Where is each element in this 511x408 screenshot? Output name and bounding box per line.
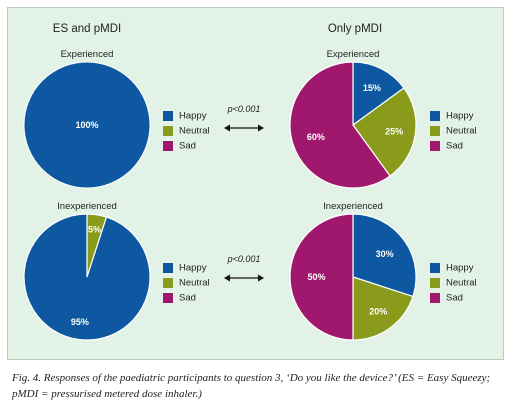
- pie-slice-happy: [23, 61, 151, 189]
- pie-1-es-and-pmdi-experienced: Experienced 100%: [23, 49, 151, 189]
- arrowhead-right-icon: [258, 124, 264, 132]
- legend-swatch-happy: [163, 263, 173, 273]
- legend-label-happy: Happy: [179, 111, 207, 122]
- legend-label-happy: Happy: [446, 263, 474, 274]
- slice-value-label: 50%: [307, 272, 325, 282]
- pie-title: Inexperienced: [57, 201, 117, 212]
- legend-label-sad: Sad: [446, 141, 463, 152]
- legend-label-neutral: Neutral: [179, 278, 210, 289]
- pie-slice-neutral: [352, 87, 417, 177]
- right-panel-title: Only pMDI: [328, 23, 382, 35]
- legend-swatch-neutral: [163, 278, 173, 288]
- legend-swatch-neutral: [430, 126, 440, 136]
- pie-4-only-pmdi-inexperienced: Inexperienced 30% 20% 50%: [289, 201, 417, 341]
- slice-value-label: 95%: [71, 317, 89, 327]
- legend-swatch-sad: [163, 293, 173, 303]
- legend-label-happy: Happy: [446, 111, 474, 122]
- legend-label-sad: Sad: [179, 141, 196, 152]
- legend-label-happy: Happy: [179, 263, 207, 274]
- legends-layer: Happy Neutral Sad Happy Neutral Sad Happy Neutr…: [163, 111, 477, 304]
- slice-value-label: 15%: [363, 83, 381, 93]
- pie-slice-sad: [289, 61, 391, 189]
- pie-slice-happy: [352, 213, 417, 298]
- pie-slice-happy: [23, 213, 151, 341]
- pie-3-es-and-pmdi-inexperienced: Inexperienced 5% 95%: [23, 201, 151, 341]
- slice-value-label: 5%: [88, 225, 101, 235]
- figure-caption: Fig. 4. Responses of the paediatric part…: [12, 372, 491, 400]
- legend-swatch-neutral: [163, 126, 173, 136]
- legend-label-neutral: Neutral: [446, 126, 477, 137]
- legend-2: Happy Neutral Sad: [430, 111, 477, 152]
- slice-value-label: 100%: [75, 120, 98, 130]
- slice-value-label: 25%: [385, 127, 403, 137]
- pie-2-only-pmdi-experienced: Experienced 15% 25% 60%: [289, 49, 417, 189]
- legend-swatch-happy: [430, 111, 440, 121]
- slice-value-label: 30%: [376, 249, 394, 259]
- comparison-1: p<0.001: [224, 104, 264, 132]
- legend-3: Happy Neutral Sad: [163, 263, 210, 304]
- legend-label-sad: Sad: [446, 293, 463, 304]
- legend-swatch-sad: [430, 293, 440, 303]
- legend-label-sad: Sad: [179, 293, 196, 304]
- pie-title: Experienced: [61, 49, 114, 60]
- legend-swatch-neutral: [430, 278, 440, 288]
- legend-swatch-happy: [163, 111, 173, 121]
- legend-1: Happy Neutral Sad: [163, 111, 210, 152]
- pie-slice-sad: [289, 213, 354, 341]
- slice-value-label: 20%: [369, 307, 387, 317]
- legend-4: Happy Neutral Sad: [430, 263, 477, 304]
- comparison-2: p<0.001: [224, 254, 264, 282]
- arrowhead-left-icon: [224, 274, 230, 282]
- p-value-label: p<0.001: [227, 104, 261, 114]
- legend-swatch-happy: [430, 263, 440, 273]
- pie-slice-happy: [352, 61, 405, 127]
- legend-label-neutral: Neutral: [446, 278, 477, 289]
- legend-swatch-sad: [163, 141, 173, 151]
- comparison-layer: p<0.001 p<0.001: [224, 104, 264, 282]
- slice-value-label: 60%: [307, 132, 325, 142]
- pie-charts-layer: Experienced 100% Experienced 15% 25% 60% Inexp…: [23, 49, 417, 341]
- left-panel-title: ES and pMDI: [53, 23, 121, 35]
- pie-slice-neutral: [352, 276, 414, 341]
- arrowhead-right-icon: [258, 274, 264, 282]
- p-value-label: p<0.001: [227, 254, 261, 264]
- pie-title: Experienced: [327, 49, 380, 60]
- legend-swatch-sad: [430, 141, 440, 151]
- arrowhead-left-icon: [224, 124, 230, 132]
- pie-title: Inexperienced: [323, 201, 383, 212]
- legend-label-neutral: Neutral: [179, 126, 210, 137]
